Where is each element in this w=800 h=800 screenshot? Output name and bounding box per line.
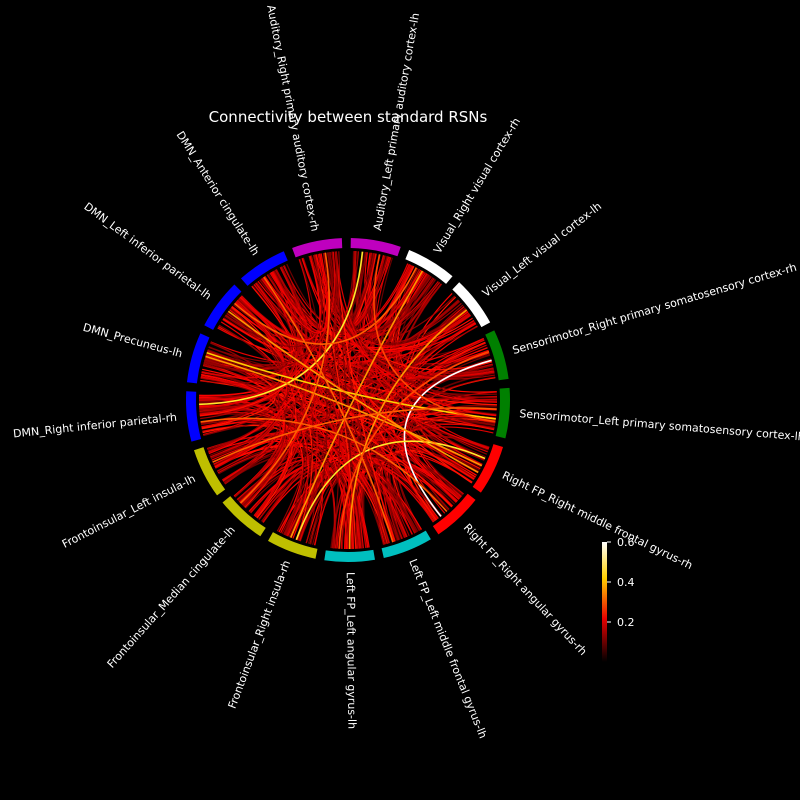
connection-link — [239, 255, 321, 341]
connection-link — [352, 251, 482, 468]
connection-link — [295, 440, 486, 541]
node-arc — [268, 532, 318, 559]
colorbar-gradient — [602, 542, 607, 662]
node-arc — [432, 493, 476, 535]
connection-link — [203, 251, 338, 371]
connection-link — [199, 251, 364, 406]
connection-link — [218, 448, 362, 549]
connection-link — [200, 251, 366, 425]
node-label: Frontoinsular_Left insula-lh — [60, 472, 198, 551]
node-arc — [186, 391, 202, 442]
node-label: Frontoinsular_Right insula-rh — [226, 559, 294, 711]
node-arc — [495, 387, 510, 439]
node-arc — [222, 496, 266, 537]
node-label: DMN_Anterior cingulate-lh — [174, 129, 262, 258]
connection-link — [335, 251, 490, 449]
connection-link — [373, 254, 496, 423]
connection-links — [198, 251, 498, 550]
connection-link — [227, 310, 479, 474]
connection-link — [388, 376, 496, 538]
connection-link — [270, 253, 329, 333]
node-arc — [452, 282, 491, 328]
colorbar-tick-label: 0.2 — [617, 616, 635, 629]
connection-link — [199, 259, 312, 409]
connection-link — [323, 252, 468, 346]
node-label: Right FP_Right angular gyrus-rh — [461, 521, 590, 658]
node-label: Left FP_Left angular gyrus-lh — [344, 572, 359, 729]
connection-link — [253, 274, 430, 341]
connection-link — [203, 359, 277, 437]
connection-link — [281, 255, 325, 332]
connection-link — [299, 258, 328, 545]
node-arc — [472, 444, 504, 493]
connection-link — [348, 309, 468, 549]
node-arc — [204, 284, 242, 330]
node-arc — [292, 238, 343, 258]
connection-link — [200, 266, 303, 384]
connection-link — [224, 315, 497, 396]
colorbar: 0.6 0.4 0.2 — [602, 536, 635, 662]
connection-link — [260, 278, 314, 538]
connection-link — [214, 445, 389, 544]
connection-link — [271, 271, 469, 349]
connection-link — [206, 251, 333, 366]
node-arc — [186, 333, 210, 384]
node-arc — [405, 249, 453, 284]
connection-link — [223, 450, 418, 533]
connection-link — [289, 270, 424, 538]
node-label: DMN_Precuneus-lh — [82, 321, 184, 361]
connection-link — [199, 270, 299, 415]
node-label: Sensorimotor_Right primary somatosensory… — [511, 261, 798, 357]
connection-link — [200, 417, 448, 513]
node-label: DMN_Right inferior parietal-rh — [12, 411, 177, 441]
connection-link — [403, 359, 492, 517]
connection-link — [328, 252, 341, 549]
node-arc — [350, 238, 401, 257]
connection-link — [263, 276, 394, 543]
connection-link — [301, 258, 458, 503]
node-arcs — [186, 238, 510, 562]
chart-title: Connectivity between standard RSNs — [208, 108, 488, 126]
connection-link — [301, 257, 495, 378]
connection-link — [313, 254, 357, 549]
colorbar-tick-label: 0.4 — [617, 576, 635, 589]
node-label: Right FP_Right middle frontal gyrus-rh — [500, 469, 695, 572]
connection-link — [222, 285, 295, 354]
node-arc — [485, 330, 509, 381]
node-label: Left FP_Left middle frontal gyrus-lh — [406, 557, 489, 740]
node-label: Visual_Left visual cortex-lh — [480, 200, 604, 300]
connection-link — [234, 251, 341, 497]
node-label: Sensorimotor_Left primary somatosensory … — [519, 407, 800, 443]
node-arc — [193, 447, 226, 496]
connection-link — [264, 276, 495, 380]
colorbar-tick-label: 0.6 — [617, 536, 635, 549]
connection-link — [201, 282, 292, 379]
node-label: DMN_Left inferior parietal-lh — [81, 200, 213, 303]
connection-link — [222, 318, 495, 430]
node-arc — [240, 251, 288, 286]
connection-link — [234, 267, 418, 345]
connection-link — [338, 350, 490, 549]
connection-link — [212, 407, 497, 463]
connection-link — [239, 252, 331, 504]
connection-link — [216, 447, 317, 544]
connection-link — [205, 355, 483, 467]
node-label: Frontoinsular_Median cingulate-lh — [105, 524, 238, 671]
node-arc — [381, 530, 431, 558]
connection-link — [297, 251, 337, 541]
node-label: Visual_Right visual cortex-rh — [431, 115, 523, 256]
node-arc — [324, 549, 375, 562]
